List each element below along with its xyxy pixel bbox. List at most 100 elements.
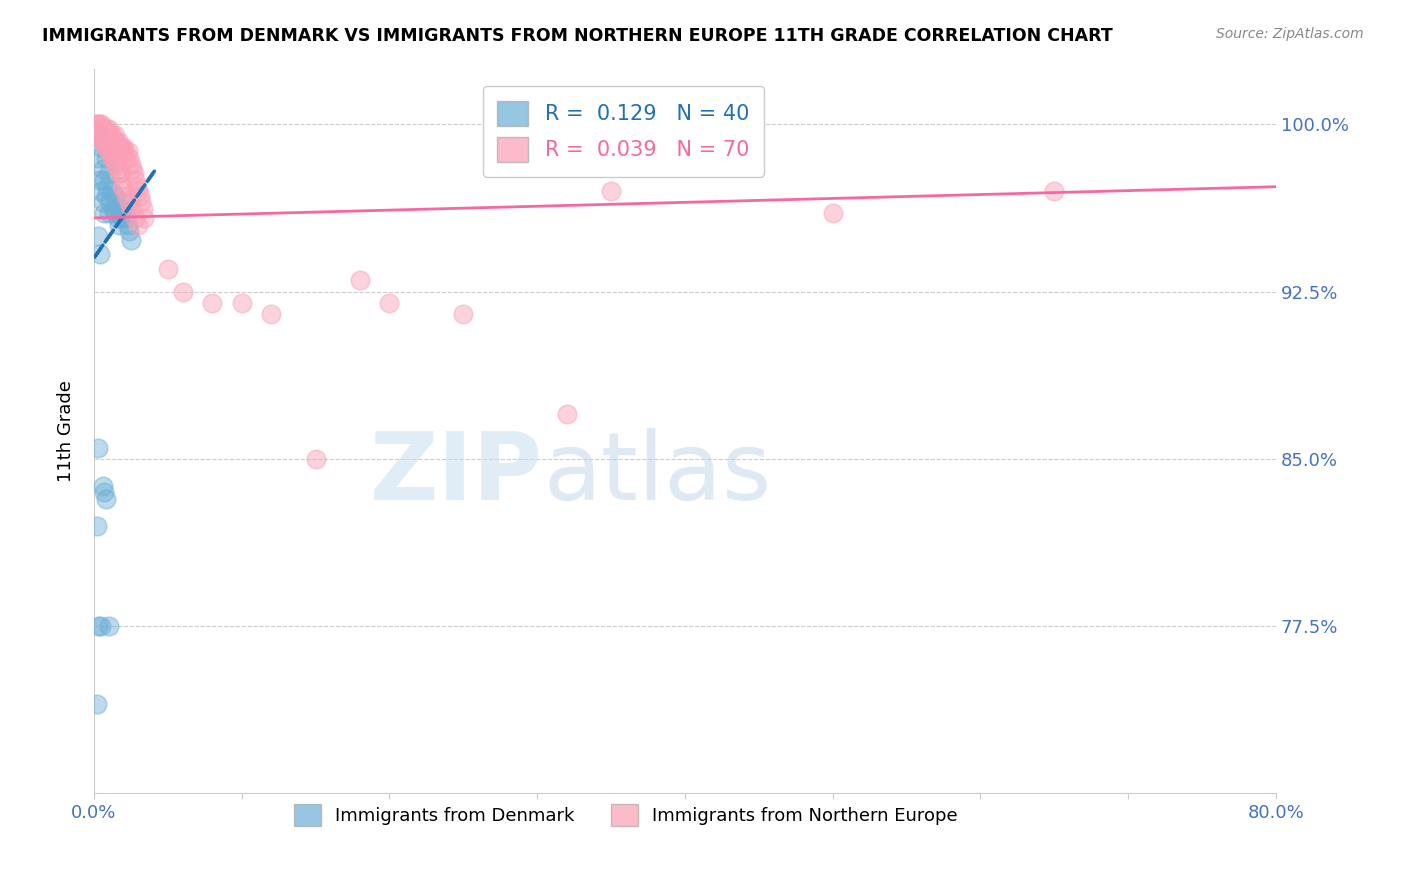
Point xyxy=(117,144,139,158)
Point xyxy=(127,218,149,232)
Point xyxy=(86,518,108,533)
Point xyxy=(131,202,153,216)
Point xyxy=(129,195,152,210)
Point xyxy=(98,144,121,158)
Point xyxy=(111,179,134,194)
Point xyxy=(100,128,122,143)
Point xyxy=(108,166,131,180)
Point xyxy=(87,228,110,243)
Point xyxy=(118,224,141,238)
Point xyxy=(97,121,120,136)
Point xyxy=(1043,184,1066,198)
Point xyxy=(124,173,146,187)
Point xyxy=(172,285,194,299)
Point xyxy=(93,485,115,500)
Point xyxy=(118,195,141,210)
Point xyxy=(89,173,111,187)
Point xyxy=(96,139,118,153)
Point xyxy=(97,619,120,633)
Point xyxy=(90,139,112,153)
Point xyxy=(821,206,844,220)
Point xyxy=(94,491,117,506)
Point xyxy=(121,161,143,176)
Point xyxy=(101,133,124,147)
Point xyxy=(118,151,141,165)
Text: IMMIGRANTS FROM DENMARK VS IMMIGRANTS FROM NORTHERN EUROPE 11TH GRADE CORRELATIO: IMMIGRANTS FROM DENMARK VS IMMIGRANTS FR… xyxy=(42,27,1114,45)
Point xyxy=(108,135,131,149)
Point xyxy=(100,184,122,198)
Point xyxy=(94,188,117,202)
Point xyxy=(114,144,136,158)
Point xyxy=(93,206,115,220)
Point xyxy=(110,202,132,216)
Point xyxy=(96,121,118,136)
Point xyxy=(112,139,135,153)
Point xyxy=(91,195,114,210)
Point xyxy=(90,133,112,147)
Point xyxy=(111,144,134,158)
Point xyxy=(90,184,112,198)
Point xyxy=(127,184,149,198)
Point xyxy=(97,206,120,220)
Y-axis label: 11th Grade: 11th Grade xyxy=(58,380,75,482)
Point xyxy=(124,211,146,225)
Point xyxy=(86,697,108,711)
Point xyxy=(94,139,117,153)
Point xyxy=(115,151,138,165)
Point xyxy=(134,211,156,225)
Point xyxy=(112,195,135,210)
Point xyxy=(87,121,110,136)
Point xyxy=(117,218,139,232)
Point xyxy=(87,151,110,165)
Point xyxy=(101,202,124,216)
Point xyxy=(91,478,114,492)
Point xyxy=(231,295,253,310)
Point xyxy=(110,139,132,153)
Point xyxy=(453,307,475,321)
Point xyxy=(105,206,128,220)
Point xyxy=(100,151,122,165)
Point xyxy=(87,619,110,633)
Point xyxy=(120,233,142,247)
Point xyxy=(104,155,127,169)
Point xyxy=(89,117,111,131)
Legend: Immigrants from Denmark, Immigrants from Northern Europe: Immigrants from Denmark, Immigrants from… xyxy=(285,795,967,835)
Point xyxy=(304,451,326,466)
Point xyxy=(378,295,401,310)
Point xyxy=(349,273,371,287)
Point xyxy=(93,173,115,187)
Text: Source: ZipAtlas.com: Source: ZipAtlas.com xyxy=(1216,27,1364,41)
Point xyxy=(112,179,135,194)
Point xyxy=(110,166,132,180)
Point xyxy=(600,184,623,198)
Point xyxy=(90,619,112,633)
Point xyxy=(114,206,136,220)
Point xyxy=(86,128,108,143)
Point xyxy=(89,128,111,143)
Point xyxy=(122,166,145,180)
Point xyxy=(86,117,108,131)
Point xyxy=(156,262,179,277)
Point xyxy=(555,407,578,421)
Point xyxy=(104,128,127,143)
Point xyxy=(111,211,134,225)
Point xyxy=(89,246,111,260)
Point xyxy=(90,117,112,131)
Point xyxy=(128,188,150,202)
Point xyxy=(104,188,127,202)
Point xyxy=(98,128,121,143)
Point xyxy=(87,121,110,136)
Point xyxy=(107,211,129,225)
Point xyxy=(86,117,108,131)
Point xyxy=(201,295,224,310)
Point xyxy=(97,144,120,158)
Point xyxy=(120,157,142,171)
Point xyxy=(93,135,115,149)
Point xyxy=(105,135,128,149)
Point xyxy=(108,218,131,232)
Point xyxy=(91,121,114,136)
Point xyxy=(101,151,124,165)
Point xyxy=(107,161,129,176)
Point xyxy=(87,441,110,455)
Point xyxy=(94,151,117,165)
